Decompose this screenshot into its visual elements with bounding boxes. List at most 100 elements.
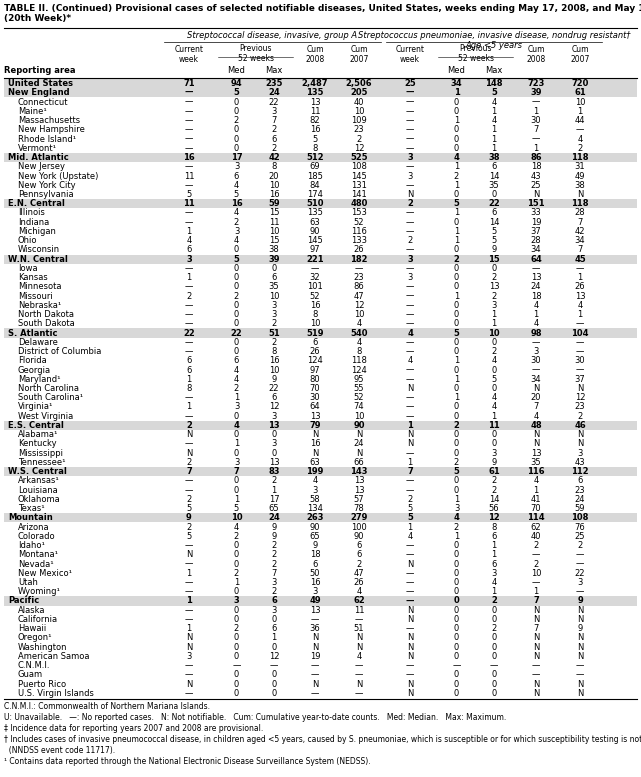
Text: 23: 23 (354, 274, 364, 282)
Text: 13: 13 (268, 421, 280, 430)
Text: 0: 0 (492, 633, 497, 643)
Text: 4: 4 (234, 523, 239, 531)
Text: —: — (406, 365, 414, 375)
Text: 2,506: 2,506 (345, 79, 372, 88)
Text: N: N (407, 633, 413, 643)
Text: 135: 135 (306, 89, 324, 97)
Text: 0: 0 (492, 430, 497, 439)
Text: —: — (311, 661, 319, 671)
Text: 0: 0 (234, 134, 239, 144)
Text: Rhode Island¹: Rhode Island¹ (18, 134, 76, 144)
Text: 3: 3 (491, 569, 497, 578)
Text: New York City: New York City (18, 181, 76, 190)
Text: 1: 1 (271, 486, 277, 495)
Text: 133: 133 (351, 236, 367, 246)
Text: 11: 11 (184, 172, 194, 180)
Text: 47: 47 (354, 291, 364, 301)
Text: —: — (185, 541, 193, 550)
Text: 0: 0 (454, 689, 459, 698)
Text: 37: 37 (574, 375, 585, 384)
Text: Indiana: Indiana (18, 218, 49, 227)
Text: 11: 11 (354, 606, 364, 615)
Text: United States: United States (8, 79, 73, 88)
Text: 2: 2 (271, 144, 277, 153)
Text: —: — (185, 116, 193, 125)
Text: 185: 185 (307, 172, 323, 180)
Text: 1: 1 (407, 421, 413, 430)
Text: 0: 0 (454, 190, 459, 199)
Text: 9: 9 (578, 624, 583, 633)
Text: 3: 3 (312, 486, 318, 495)
Text: North Dakota: North Dakota (18, 310, 74, 319)
Text: 4: 4 (408, 357, 413, 365)
Text: —: — (406, 282, 414, 291)
Text: 40: 40 (354, 98, 364, 106)
Text: 41: 41 (531, 495, 541, 503)
Text: Reporting area: Reporting area (4, 66, 76, 75)
Text: 8: 8 (356, 347, 362, 356)
Text: —: — (185, 301, 193, 310)
Text: 3: 3 (186, 255, 192, 263)
Text: 32: 32 (310, 274, 320, 282)
Text: 62: 62 (353, 597, 365, 605)
Text: 2: 2 (234, 624, 239, 633)
Text: 0: 0 (454, 365, 459, 375)
Text: —: — (406, 448, 414, 458)
Text: N: N (533, 190, 539, 199)
Text: 0: 0 (454, 264, 459, 273)
Text: 720: 720 (571, 79, 588, 88)
Text: 2: 2 (271, 338, 277, 347)
Text: N: N (577, 190, 583, 199)
Text: Previous
52 weeks: Previous 52 weeks (458, 44, 494, 64)
Text: New York (Upstate): New York (Upstate) (18, 172, 98, 180)
Text: 3: 3 (234, 458, 239, 467)
Text: 4: 4 (492, 357, 497, 365)
Text: —: — (576, 347, 584, 356)
Text: New Hampshire: New Hampshire (18, 125, 85, 134)
Text: 6: 6 (491, 559, 497, 569)
Text: —: — (406, 569, 414, 578)
Text: 1: 1 (454, 495, 459, 503)
Text: N: N (533, 689, 539, 698)
Text: Missouri: Missouri (18, 291, 53, 301)
Text: 279: 279 (351, 514, 368, 522)
Text: 5: 5 (234, 504, 239, 513)
Text: 1: 1 (234, 393, 239, 402)
Text: 2: 2 (186, 421, 192, 430)
Text: 2: 2 (271, 319, 277, 329)
Text: 1: 1 (492, 125, 497, 134)
Text: —: — (576, 365, 584, 375)
Text: —: — (406, 476, 414, 486)
Text: 10: 10 (354, 310, 364, 319)
Text: —: — (185, 587, 193, 596)
Text: 3: 3 (578, 448, 583, 458)
Text: 8: 8 (187, 384, 192, 393)
Bar (4, 467, 637, 476)
Text: Alaska: Alaska (18, 606, 46, 615)
Text: 30: 30 (575, 357, 585, 365)
Text: Delaware: Delaware (18, 338, 58, 347)
Text: —: — (406, 587, 414, 596)
Text: 10: 10 (575, 98, 585, 106)
Text: 63: 63 (310, 458, 320, 467)
Text: —: — (406, 310, 414, 319)
Text: —: — (532, 578, 540, 587)
Text: 61: 61 (574, 89, 586, 97)
Text: Max: Max (485, 66, 503, 75)
Text: 3: 3 (407, 153, 413, 162)
Text: 95: 95 (354, 375, 364, 384)
Text: South Carolina¹: South Carolina¹ (18, 393, 83, 402)
Text: 723: 723 (528, 79, 545, 88)
Text: 0: 0 (454, 144, 459, 153)
Text: 0: 0 (454, 440, 459, 448)
Text: 8: 8 (271, 162, 277, 171)
Text: 70: 70 (531, 504, 541, 513)
Text: —: — (311, 671, 319, 679)
Text: N: N (186, 430, 192, 439)
Text: Tennessee¹: Tennessee¹ (18, 458, 65, 467)
Text: 0: 0 (234, 338, 239, 347)
Text: 0: 0 (454, 338, 459, 347)
Text: 0: 0 (234, 319, 239, 329)
Text: 4: 4 (533, 412, 538, 420)
Text: Streptococcus pneumoniae, invasive disease, nondrug resistant†
Age <5 years: Streptococcus pneumoniae, invasive disea… (358, 31, 630, 51)
